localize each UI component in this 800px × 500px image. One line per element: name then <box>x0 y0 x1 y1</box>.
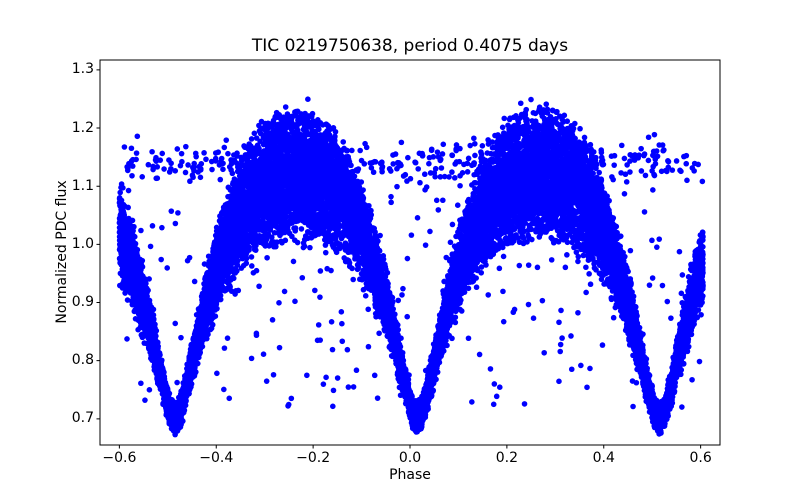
y-tick-label: 0.7 <box>71 410 94 427</box>
x-axis-label: Phase <box>389 467 431 483</box>
x-tick-label: 0.2 <box>495 450 518 466</box>
y-tick-label: 1.2 <box>71 119 94 136</box>
x-tick-label: −0.4 <box>199 450 234 466</box>
y-tick-label: 1.0 <box>71 235 94 252</box>
x-tick-label: 0.0 <box>398 450 422 466</box>
y-tick-label: 0.9 <box>71 294 94 310</box>
x-tick-label: −0.2 <box>296 450 331 466</box>
chart-title: TIC 0219750638, period 0.4075 days <box>251 36 569 56</box>
y-tick-label: 1.3 <box>71 61 94 78</box>
y-tick-label: 0.8 <box>71 352 94 369</box>
x-tick-label: 0.4 <box>592 450 615 466</box>
y-tick-label: 1.1 <box>71 177 94 194</box>
x-tick-label: 0.6 <box>689 450 712 466</box>
x-tick-label: −0.6 <box>102 450 137 466</box>
